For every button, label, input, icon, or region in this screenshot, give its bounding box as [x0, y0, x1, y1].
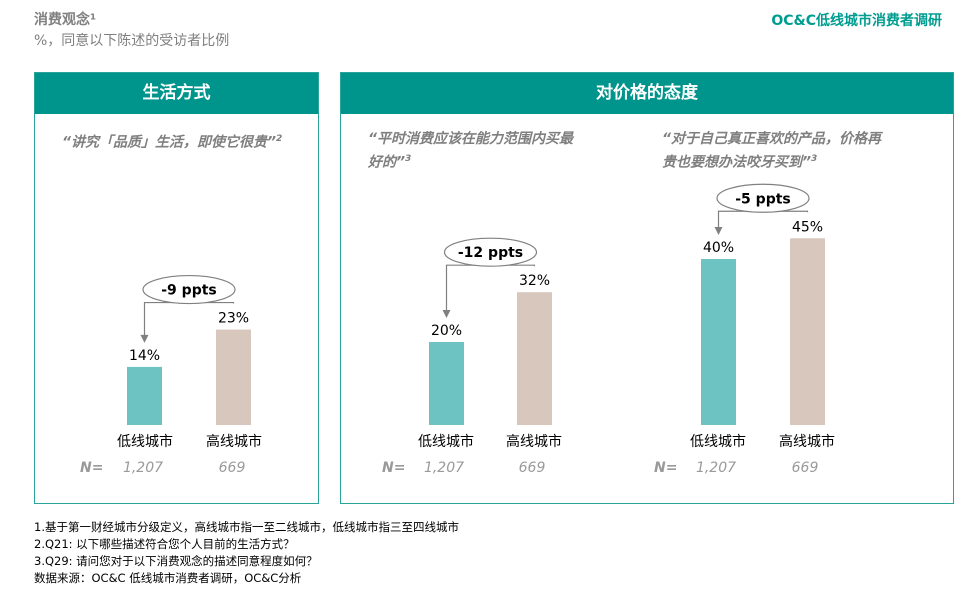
panel-header-price: 对价格的态度: [341, 73, 953, 114]
footnote-2: 2.Q21: 以下哪些描述符合您个人目前的生活方式？: [34, 537, 295, 551]
panel-header-lifestyle: 生活方式: [35, 73, 318, 114]
category-label-3-1: 低线城市: [690, 433, 746, 450]
quote-2: “平时消费应该在能力范围内买最好的”3: [368, 129, 583, 173]
quote-1: “讲究「品质」生活，即使它很贵”2: [62, 129, 307, 153]
n-value-3-1: 1,207: [696, 460, 736, 476]
bar-2-1: [429, 342, 464, 425]
bar-3-2: [790, 238, 825, 425]
footnote-3: 3.Q29: 请问您对于以下消费观念的描述同意程度如何？: [34, 554, 318, 568]
panel-lifestyle: 生活方式: [34, 72, 319, 504]
category-label-2-2: 高线城市: [506, 433, 562, 450]
n-label-2: N=: [382, 460, 405, 476]
difference-arrowhead-2: [442, 310, 451, 318]
n-value-1-1: 1,207: [123, 460, 163, 476]
difference-label-3: -5 ppts: [735, 191, 791, 207]
value-label-1-2: 23%: [218, 311, 249, 327]
value-label-2-1: 20%: [431, 323, 462, 339]
category-label-3-2: 高线城市: [779, 433, 835, 450]
footnote-1: 1.基于第一财经城市分级定义，高线城市指一至二线城市，低线城市指三至四线城市: [34, 520, 459, 534]
panel-price-attitude: 对价格的态度: [340, 72, 954, 504]
difference-bubble-2: [443, 237, 538, 267]
difference-bubble-1: [142, 274, 236, 305]
quote-3-footnote: 3: [811, 154, 818, 164]
bar-1-2: [216, 329, 251, 425]
difference-label-1: -9 ppts: [161, 283, 217, 299]
quote-3-text: “对于自己真正喜欢的产品，价格再贵也要想办法咬牙买到”: [662, 131, 882, 171]
data-source: 数据来源：OC&C 低线城市消费者调研，OC&C分析: [34, 571, 302, 585]
page-title: 消费观念¹: [34, 12, 97, 28]
quote-2-text: “平时消费应该在能力范围内买最好的”: [368, 131, 574, 171]
n-value-1-2: 669: [219, 460, 246, 476]
value-label-3-2: 45%: [792, 219, 823, 235]
category-label-2-1: 低线城市: [418, 433, 474, 450]
quote-1-text: “讲究「品质」生活，即使它很贵”: [62, 134, 277, 151]
n-value-3-2: 669: [792, 460, 819, 476]
quote-1-footnote: 2: [276, 134, 283, 144]
quote-3: “对于自己真正喜欢的产品，价格再贵也要想办法咬牙买到”3: [662, 129, 892, 173]
value-label-3-1: 40%: [703, 240, 734, 256]
n-label-3: N=: [654, 460, 677, 476]
page-subtitle: %，同意以下陈述的受访者比例: [34, 33, 230, 49]
category-label-1-1: 低线城市: [117, 433, 173, 450]
value-label-1-1: 14%: [129, 348, 160, 364]
difference-label-2: -12 ppts: [458, 245, 523, 261]
difference-arrowhead-1: [140, 334, 149, 343]
n-label-1: N=: [80, 460, 103, 476]
bar-3-1: [701, 259, 736, 425]
brand-label: OC&C低线城市消费者调研: [771, 13, 942, 29]
difference-arrowhead-3: [714, 227, 723, 235]
bar-1-1: [127, 366, 162, 425]
value-label-2-2: 32%: [519, 273, 550, 289]
category-label-1-2: 高线城市: [206, 433, 262, 450]
n-value-2-1: 1,207: [424, 460, 464, 476]
difference-bubble-3: [716, 183, 810, 213]
n-value-2-2: 669: [519, 460, 546, 476]
bar-2-2: [517, 292, 552, 425]
quote-2-footnote: 3: [405, 154, 412, 164]
